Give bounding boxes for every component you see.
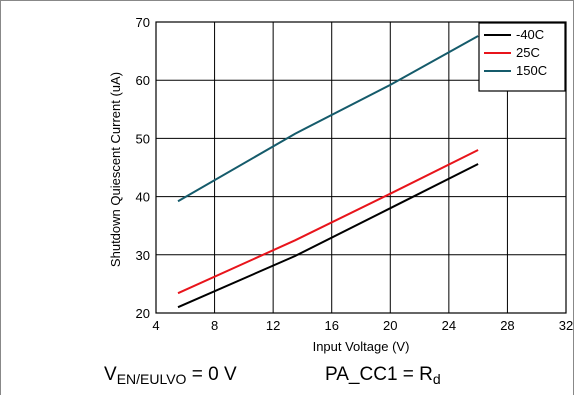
y-tick-label: 70: [136, 15, 150, 30]
y-tick-label: 20: [136, 306, 150, 321]
enable-condition-note: VEN/EULVO = 0 V: [104, 364, 237, 387]
x-tick-label: 24: [442, 318, 456, 333]
x-tick-label: 8: [211, 318, 218, 333]
legend: -40C 25C 150C: [478, 22, 566, 92]
note-v-value: = 0 V: [186, 364, 237, 385]
note-pa-subscript: d: [432, 371, 441, 387]
x-tick-label: 20: [383, 318, 397, 333]
pa-cc1-note: PA_CC1 = Rd: [325, 364, 441, 387]
x-tick-label: 32: [559, 318, 573, 333]
y-tick-label: 60: [136, 73, 150, 88]
legend-label: 25C: [516, 45, 540, 60]
series-line--40C: [177, 163, 479, 309]
x-tick-label: 28: [500, 318, 514, 333]
series-lines: [177, 35, 479, 309]
y-tick-label: 30: [136, 248, 150, 263]
x-tick-label: 16: [324, 318, 338, 333]
x-axis-label: Input Voltage (V): [313, 339, 410, 354]
x-tick-label: 12: [266, 318, 280, 333]
legend-label: 150C: [516, 63, 547, 78]
tick-labels: 4 8 12 16 20 24 28 32 20 30 40 50 60 70: [136, 15, 574, 333]
series-line-150C: [177, 35, 479, 203]
note-pa: PA_CC1 = R: [325, 364, 433, 385]
note-v-subscript: EN/EULVO: [116, 371, 187, 387]
series-line-25C: [177, 149, 479, 295]
note-v: V: [104, 364, 117, 385]
plot-border: [155, 21, 567, 314]
x-tick-label: 4: [152, 318, 159, 333]
legend-label: -40C: [516, 27, 544, 42]
y-tick-label: 40: [136, 190, 150, 205]
y-axis-label: Shutdown Quiescent Current (uA): [108, 72, 123, 267]
y-tick-label: 50: [136, 131, 150, 146]
